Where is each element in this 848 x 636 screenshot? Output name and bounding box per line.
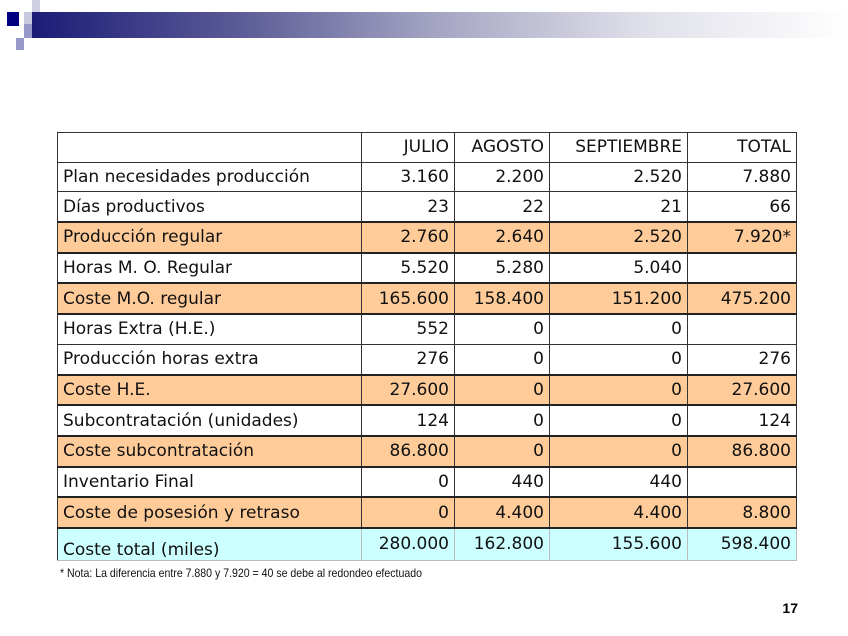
cell-value: 5.520 — [361, 252, 455, 284]
cell-value: 23 — [361, 191, 455, 223]
cell-value: 2.520 — [549, 221, 688, 254]
cell-value: 0 — [549, 434, 688, 468]
cell-value: 7.880 — [687, 161, 797, 193]
row-label: Días productivos — [57, 191, 362, 223]
row-label: Horas M. O. Regular — [57, 252, 362, 284]
cell-value: 7.920* — [687, 221, 797, 254]
table-row: Coste H.E. 27.600 0 0 27.600 — [57, 373, 797, 407]
cell-value: 0 — [454, 343, 550, 376]
cell-value: 124 — [361, 404, 455, 437]
cell-value — [687, 252, 797, 284]
cell-value: 5.280 — [454, 252, 550, 284]
cell-value — [687, 313, 797, 345]
cell-value: 2.640 — [454, 221, 550, 254]
row-label: Plan necesidades producción — [57, 161, 362, 193]
row-label: Producción horas extra — [57, 343, 362, 376]
cell-value: 66 — [687, 191, 797, 223]
cell-value: 2.760 — [361, 221, 455, 254]
cell-value — [687, 466, 797, 498]
cell-value: 4.400 — [454, 496, 550, 529]
row-label: Producción regular — [57, 221, 362, 254]
cell-value: 86.800 — [361, 434, 455, 468]
cell-value: 5.040 — [549, 252, 688, 284]
cell-value: 0 — [454, 313, 550, 345]
row-label: Coste total (miles) — [57, 527, 362, 561]
column-header: TOTAL — [687, 132, 797, 163]
decor-square — [7, 12, 19, 26]
cell-value: 27.600 — [361, 373, 455, 407]
table-row: Horas Extra (H.E.) 552 0 0 — [57, 313, 797, 345]
cell-value: 0 — [454, 373, 550, 407]
table-row: Inventario Final 0 440 440 — [57, 466, 797, 498]
row-label: Subcontratación (unidades) — [57, 404, 362, 437]
cell-value: 598.400 — [687, 527, 797, 561]
cell-value: 165.600 — [361, 282, 455, 316]
production-cost-table: JULIO AGOSTO SEPTIEMBRE TOTAL Plan necesidad… — [57, 132, 797, 561]
row-label: Coste H.E. — [57, 373, 362, 407]
cell-value: 0 — [454, 434, 550, 468]
cell-value: 0 — [549, 404, 688, 437]
table-row: Plan necesidades producción 3.160 2.200 2.5… — [57, 161, 797, 193]
cell-value: 0 — [549, 373, 688, 407]
cell-value: 3.160 — [361, 161, 455, 193]
decor-square — [32, 0, 40, 12]
cell-value: 552 — [361, 313, 455, 345]
table-row: Subcontratación (unidades) 124 0 0 124 — [57, 404, 797, 437]
column-header: JULIO — [361, 132, 455, 163]
cell-value: 158.400 — [454, 282, 550, 316]
cell-value: 276 — [687, 343, 797, 376]
table-row: Horas M. O. Regular 5.520 5.280 5.040 — [57, 252, 797, 284]
cell-value: 0 — [549, 343, 688, 376]
column-header — [57, 132, 362, 163]
table-row: Coste total (miles) 280.000 162.800 155.600… — [57, 527, 797, 561]
cell-value: 4.400 — [549, 496, 688, 529]
table-row: Coste de posesión y retraso 0 4.400 4.400 8.… — [57, 496, 797, 529]
row-label: Coste de posesión y retraso — [57, 496, 362, 529]
decor-square — [16, 38, 24, 50]
table-row: Coste subcontratación 86.800 0 0 86.800 — [57, 434, 797, 468]
cell-value: 155.600 — [549, 527, 688, 561]
cell-value: 86.800 — [687, 434, 797, 468]
cell-value: 124 — [687, 404, 797, 437]
column-header: SEPTIEMBRE — [549, 132, 688, 163]
row-label: Coste M.O. regular — [57, 282, 362, 316]
cell-value: 8.800 — [687, 496, 797, 529]
cell-value: 440 — [549, 466, 688, 498]
header-gradient-bar — [32, 12, 848, 38]
decor-square — [24, 24, 32, 38]
cell-value: 276 — [361, 343, 455, 376]
header-row: JULIO AGOSTO SEPTIEMBRE TOTAL — [57, 132, 797, 163]
footnote: * Nota: La diferencia entre 7.880 y 7.92… — [60, 566, 422, 580]
row-label: Inventario Final — [57, 466, 362, 498]
cell-value: 0 — [361, 466, 455, 498]
row-label: Horas Extra (H.E.) — [57, 313, 362, 345]
row-label: Coste subcontratación — [57, 434, 362, 468]
cell-value: 151.200 — [549, 282, 688, 316]
cell-value: 162.800 — [454, 527, 550, 561]
cell-value: 0 — [454, 404, 550, 437]
column-header: AGOSTO — [454, 132, 550, 163]
cell-value: 22 — [454, 191, 550, 223]
table-row: Días productivos 23 22 21 66 — [57, 191, 797, 223]
cell-value: 21 — [549, 191, 688, 223]
decor-square — [24, 12, 32, 24]
cell-value: 27.600 — [687, 373, 797, 407]
cell-value: 0 — [549, 313, 688, 345]
table-row: Producción regular 2.760 2.640 2.520 7.920* — [57, 221, 797, 254]
cell-value: 280.000 — [361, 527, 455, 561]
cell-value: 0 — [361, 496, 455, 529]
cell-value: 475.200 — [687, 282, 797, 316]
table-row: Producción horas extra 276 0 0 276 — [57, 343, 797, 376]
cell-value: 440 — [454, 466, 550, 498]
page-number: 17 — [782, 600, 798, 616]
cell-value: 2.200 — [454, 161, 550, 193]
cell-value: 2.520 — [549, 161, 688, 193]
table-row: Coste M.O. regular 165.600 158.400 151.200 4… — [57, 282, 797, 316]
